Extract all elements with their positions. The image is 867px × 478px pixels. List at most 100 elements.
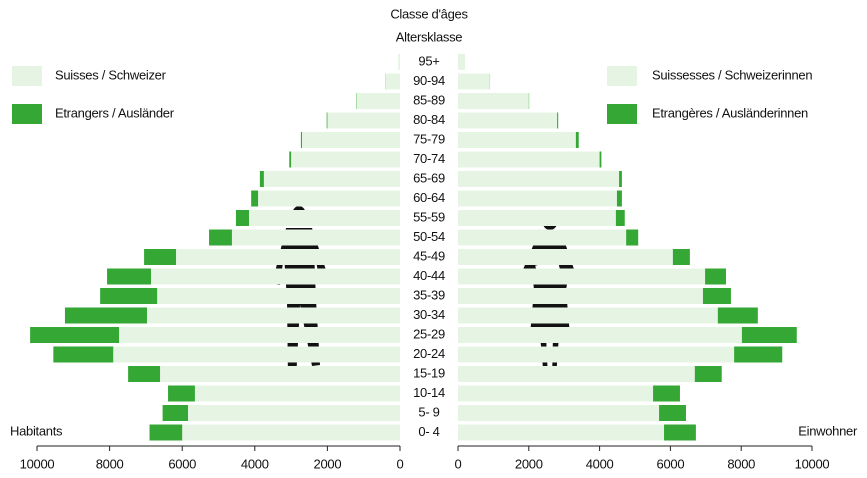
bar [615,210,625,226]
bar [182,424,400,441]
bar [176,249,400,265]
x-tick-label: 6000 [168,456,196,471]
bar [626,229,639,246]
bar [458,327,742,343]
bar [458,190,617,207]
bar [385,73,400,90]
bar [458,268,706,285]
bar [258,190,400,207]
category-label: 10-14 [413,385,445,400]
bar [128,366,161,382]
bar [575,132,579,148]
category-label: 45-49 [413,248,445,263]
category-label: 85-89 [413,92,445,107]
chart-subtitle: Altersklasse [396,29,463,44]
bar [672,249,690,265]
bar [741,327,797,343]
bar [301,132,400,148]
bar [326,112,328,129]
legend-swatch [12,66,42,86]
bar [300,132,302,148]
bar [327,112,400,129]
category-label: 95+ [418,53,439,68]
x-tick-label: 8000 [727,456,755,471]
bar [107,268,151,285]
category-label: 40-44 [413,268,445,283]
x-tick-label: 2000 [515,456,543,471]
bar [100,288,158,304]
bar [458,229,627,246]
bar [458,171,620,187]
bar [356,93,400,109]
x-tick-label: 0 [397,456,404,471]
bar [458,424,665,441]
bar [231,229,400,246]
category-label: 25-29 [413,326,445,341]
x-tick-label: 2000 [314,456,342,471]
bar [113,346,400,363]
category-label: 70-74 [413,151,445,166]
bar [458,366,695,382]
x-tick-label: 10000 [795,456,830,471]
bar [157,288,400,304]
bar [458,132,576,148]
bar [248,210,400,226]
category-label: 65-69 [413,170,445,185]
bar [705,268,726,285]
category-label: 15-19 [413,365,445,380]
category-label: 60-64 [413,190,445,205]
bar [653,385,680,402]
bar [150,268,400,285]
legend-label: Etrangers / Ausländer [55,105,175,120]
bar [619,171,622,187]
legend-swatch [607,66,637,86]
bar [160,366,400,382]
chart-title: Classe d'âges [390,6,468,21]
x-tick-label: 4000 [586,456,614,471]
bar [146,307,400,324]
x-tick-label: 6000 [657,456,685,471]
bar [717,307,758,324]
bar [458,151,600,168]
bar [30,327,120,343]
bar [557,112,559,129]
x-tick-label: 8000 [96,456,124,471]
bar [168,385,195,402]
bar [458,210,616,226]
bar [458,93,529,109]
bar [144,249,177,265]
x-tick-label: 4000 [241,456,269,471]
bar [263,171,400,187]
right-axis-label: Einwohner [798,423,858,438]
bar [458,73,490,90]
bar [599,151,602,168]
category-label: 55-59 [413,209,445,224]
bar [458,405,660,421]
category-label: 80-84 [413,112,445,127]
bar [458,249,673,265]
bar [664,424,696,441]
bar [53,346,114,363]
bar [194,385,400,402]
bar [458,385,654,402]
bar [694,366,722,382]
bar [119,327,401,343]
x-tick-label: 0 [455,456,462,471]
bar [702,288,731,304]
bar [616,190,622,207]
legend-label: Suissesses / Schweizerinnen [652,67,812,82]
bar [259,171,264,187]
category-label: 5- 9 [418,404,439,419]
bar [458,307,718,324]
category-label: 0- 4 [418,424,439,439]
bar [162,405,189,421]
bar [458,346,735,363]
category-label: 30-34 [413,307,445,322]
category-label: 50-54 [413,229,445,244]
category-label: 75-79 [413,131,445,146]
bar [64,307,147,324]
bar [398,54,400,70]
bar [458,54,466,70]
category-label: 90-94 [413,73,445,88]
